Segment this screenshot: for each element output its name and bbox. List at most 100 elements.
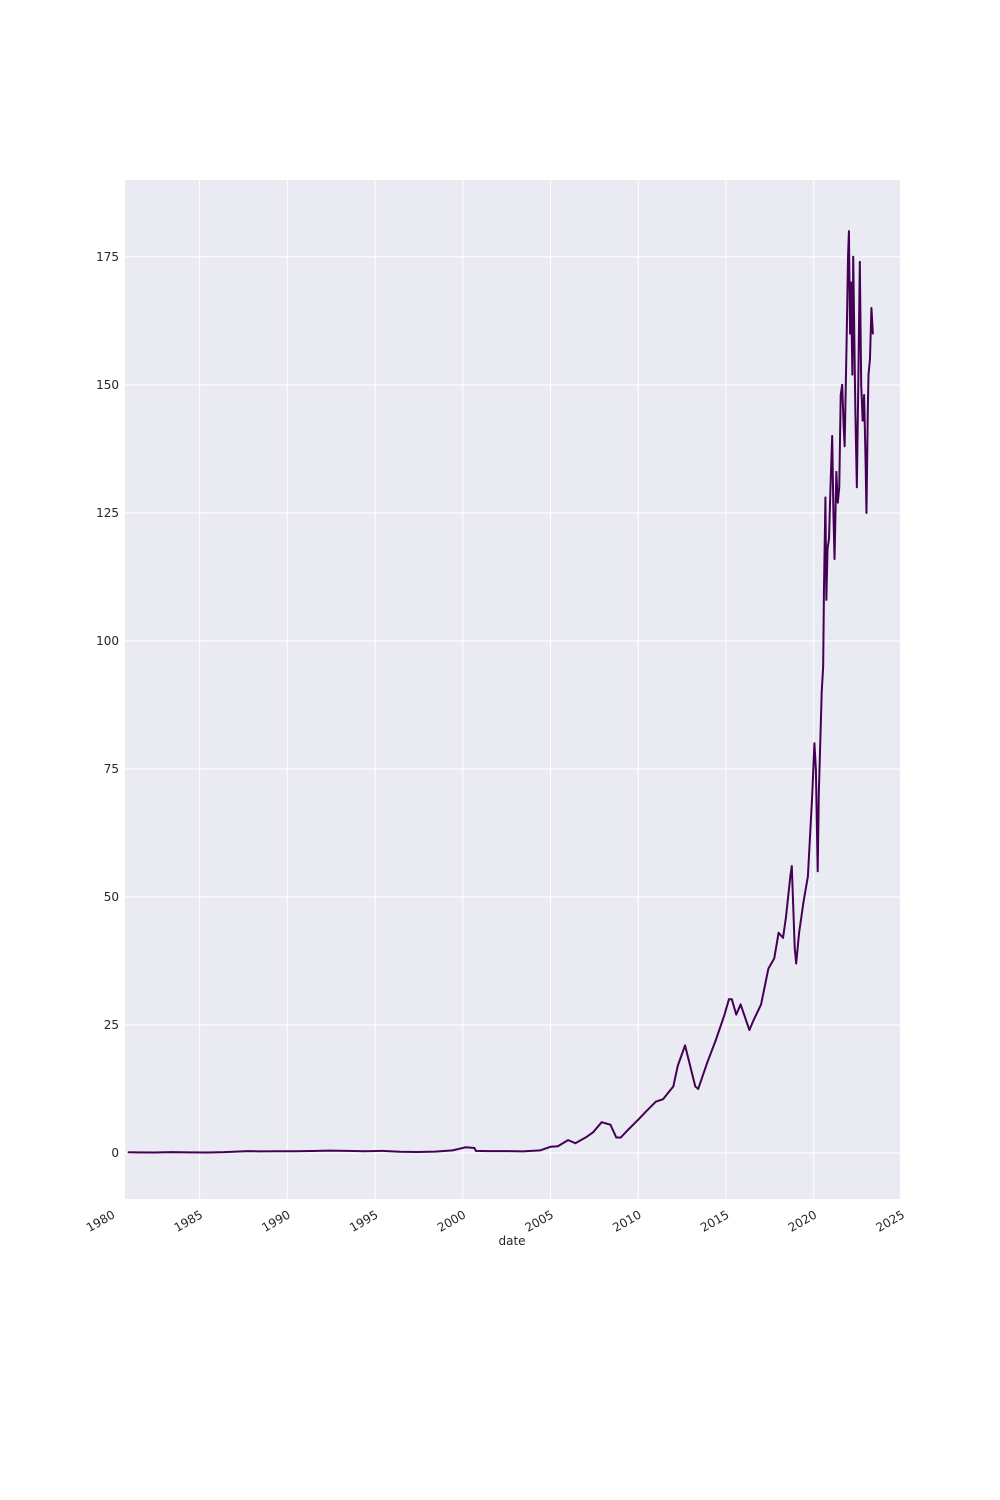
y-tick-label: 150 (96, 378, 119, 392)
data-point (790, 865, 793, 868)
x-tick-label: 1980 (84, 1207, 117, 1234)
plot-area (125, 180, 900, 1199)
data-point (871, 332, 874, 335)
data-point (135, 1151, 138, 1154)
data-point (539, 1149, 542, 1152)
y-tick-labels: 0 25 50 75 100 125 150 175 (96, 250, 119, 1160)
data-point (857, 383, 860, 386)
data-point (258, 1150, 261, 1153)
data-point (246, 1150, 249, 1153)
data-point (127, 1151, 130, 1154)
data-point (798, 931, 800, 934)
data-point (549, 1145, 552, 1148)
data-point (464, 1146, 467, 1149)
data-point (828, 537, 830, 540)
data-point (460, 1147, 463, 1150)
data-point (824, 496, 827, 499)
x-tick-label: 2005 (523, 1207, 556, 1234)
data-point (841, 383, 844, 386)
data-point (399, 1150, 401, 1153)
data-point (694, 1085, 697, 1088)
data-point (556, 1145, 559, 1148)
data-point (615, 1136, 618, 1139)
data-point (486, 1150, 489, 1153)
data-point (574, 1142, 577, 1145)
data-point (205, 1151, 208, 1154)
data-point (785, 916, 787, 919)
data-point (865, 511, 868, 514)
data-point (153, 1151, 156, 1154)
data-point (858, 261, 861, 263)
data-point (850, 281, 852, 284)
y-tick-label: 100 (96, 634, 119, 648)
x-tick-label: 1995 (347, 1207, 380, 1234)
data-point (777, 931, 780, 934)
data-point (849, 332, 851, 335)
data-point (584, 1136, 587, 1139)
data-point (451, 1149, 454, 1152)
data-point (847, 255, 849, 258)
data-point (851, 373, 854, 376)
x-tick-label: 1990 (259, 1207, 292, 1234)
data-point (600, 1121, 603, 1124)
data-point (619, 1136, 622, 1139)
x-tick-label: 2010 (610, 1207, 643, 1234)
series-line (128, 230, 874, 1154)
data-point (276, 1150, 278, 1153)
data-point (836, 501, 839, 504)
data-point (833, 558, 836, 560)
data-point (773, 957, 776, 960)
data-point (832, 511, 835, 514)
data-point (811, 793, 814, 796)
data-point (835, 470, 838, 473)
data-point (854, 409, 857, 412)
data-point (866, 409, 869, 412)
data-point (852, 255, 855, 258)
data-point (592, 1131, 594, 1134)
y-tick-label: 125 (96, 506, 119, 520)
data-point (855, 486, 858, 489)
data-point (311, 1150, 314, 1152)
data-point (829, 486, 832, 489)
data-point (739, 1003, 742, 1006)
data-point (644, 1111, 647, 1113)
data-point (863, 394, 866, 396)
data-point (293, 1150, 296, 1153)
data-point (223, 1151, 226, 1154)
data-point (567, 1139, 569, 1142)
data-point (241, 1150, 243, 1153)
data-point (684, 1044, 686, 1047)
series-layer (127, 230, 874, 1154)
data-point (662, 1098, 665, 1101)
x-axis-label: date (498, 1234, 525, 1248)
x-tick-label: 1985 (172, 1207, 205, 1234)
data-point (654, 1100, 657, 1103)
data-point (870, 307, 873, 309)
data-point (814, 767, 817, 770)
data-point (839, 394, 842, 396)
data-point (831, 435, 834, 437)
data-point (672, 1085, 675, 1088)
data-point (867, 373, 870, 376)
data-point (817, 793, 820, 796)
data-point (363, 1150, 366, 1153)
x-tick-labels: 1980 1985 1990 1995 2000 2005 2010 2015 2020 2025 (84, 1207, 907, 1234)
data-point (843, 445, 846, 448)
data-point (782, 936, 784, 939)
data-point (760, 1003, 762, 1006)
data-point (434, 1150, 436, 1153)
data-point (860, 383, 863, 386)
data-point (475, 1149, 477, 1152)
x-tick-label: 2020 (786, 1207, 819, 1234)
data-point (521, 1150, 524, 1153)
data-point (627, 1128, 629, 1131)
x-tick-label: 2000 (435, 1207, 468, 1234)
y-tick-label: 75 (104, 762, 119, 776)
data-point (793, 947, 796, 949)
data-point (789, 875, 792, 878)
data-point (825, 598, 828, 601)
data-point (869, 358, 871, 361)
data-point (676, 1064, 679, 1067)
data-point (609, 1123, 612, 1126)
data-point (328, 1149, 331, 1152)
